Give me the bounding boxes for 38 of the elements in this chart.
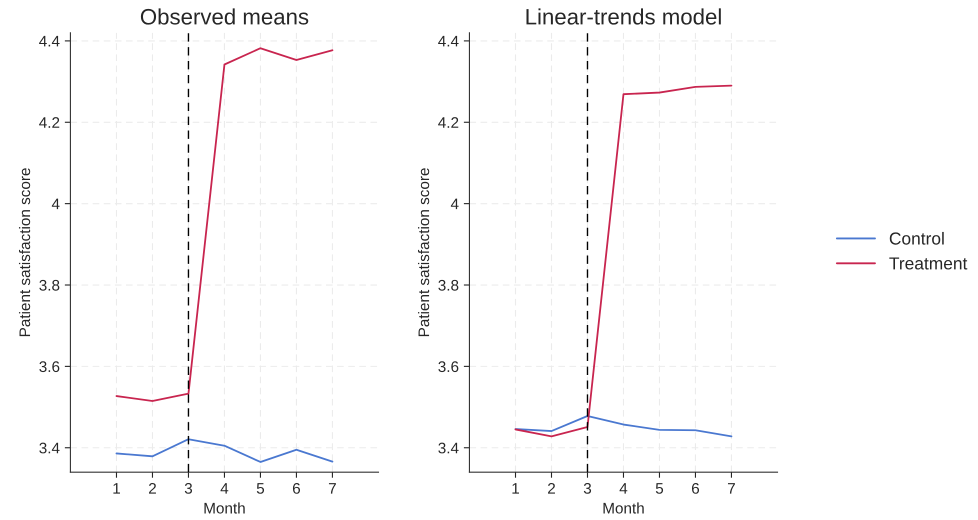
x-axis-title: Month [604,502,644,514]
legend-label: Treatment [889,257,968,270]
y-tick-label: 4.4 [438,36,459,46]
line-series [116,47,334,402]
y-tick-label: 3.8 [438,280,458,291]
x-tick-label: 1 [113,483,120,494]
y-tick-label: 4.4 [39,36,60,46]
x-tick-label: 2 [148,482,156,494]
x-tick-label: 7 [728,483,735,494]
line-series [116,438,334,463]
y-tick-label: 4.2 [39,117,60,128]
x-tick-label: 7 [328,483,336,494]
x-axis-title: Month [204,502,245,514]
legend-label: Control [890,232,944,245]
line-series [514,415,732,438]
chart-title: Linear-trends model [526,8,721,25]
x-tick-label: 6 [692,482,700,494]
y-tick-label: 4 [450,198,459,210]
x-tick-label: 3 [184,482,192,494]
x-tick-label: 6 [292,482,300,494]
y-tick-label: 4 [52,198,60,210]
y-tick-label: 3.6 [39,361,60,372]
line-series [514,84,732,438]
chart-title: Observed means [140,8,308,25]
x-tick-label: 1 [512,483,520,494]
y-tick-label: 4.2 [438,117,458,128]
y-tick-label: 3.4 [438,442,459,454]
y-tick-label: 3.8 [39,280,60,291]
x-tick-label: 4 [620,483,628,494]
x-tick-label: 5 [256,483,264,494]
x-tick-label: 4 [220,483,228,494]
y-axis-title: Patient satisfaction score [418,168,430,336]
y-tick-label: 3.6 [438,361,458,372]
x-tick-label: 5 [656,483,664,494]
y-axis-title: Patient satisfaction score [18,168,30,336]
x-tick-label: 3 [584,482,592,494]
y-tick-label: 3.4 [39,442,60,454]
x-tick-label: 2 [548,482,555,494]
